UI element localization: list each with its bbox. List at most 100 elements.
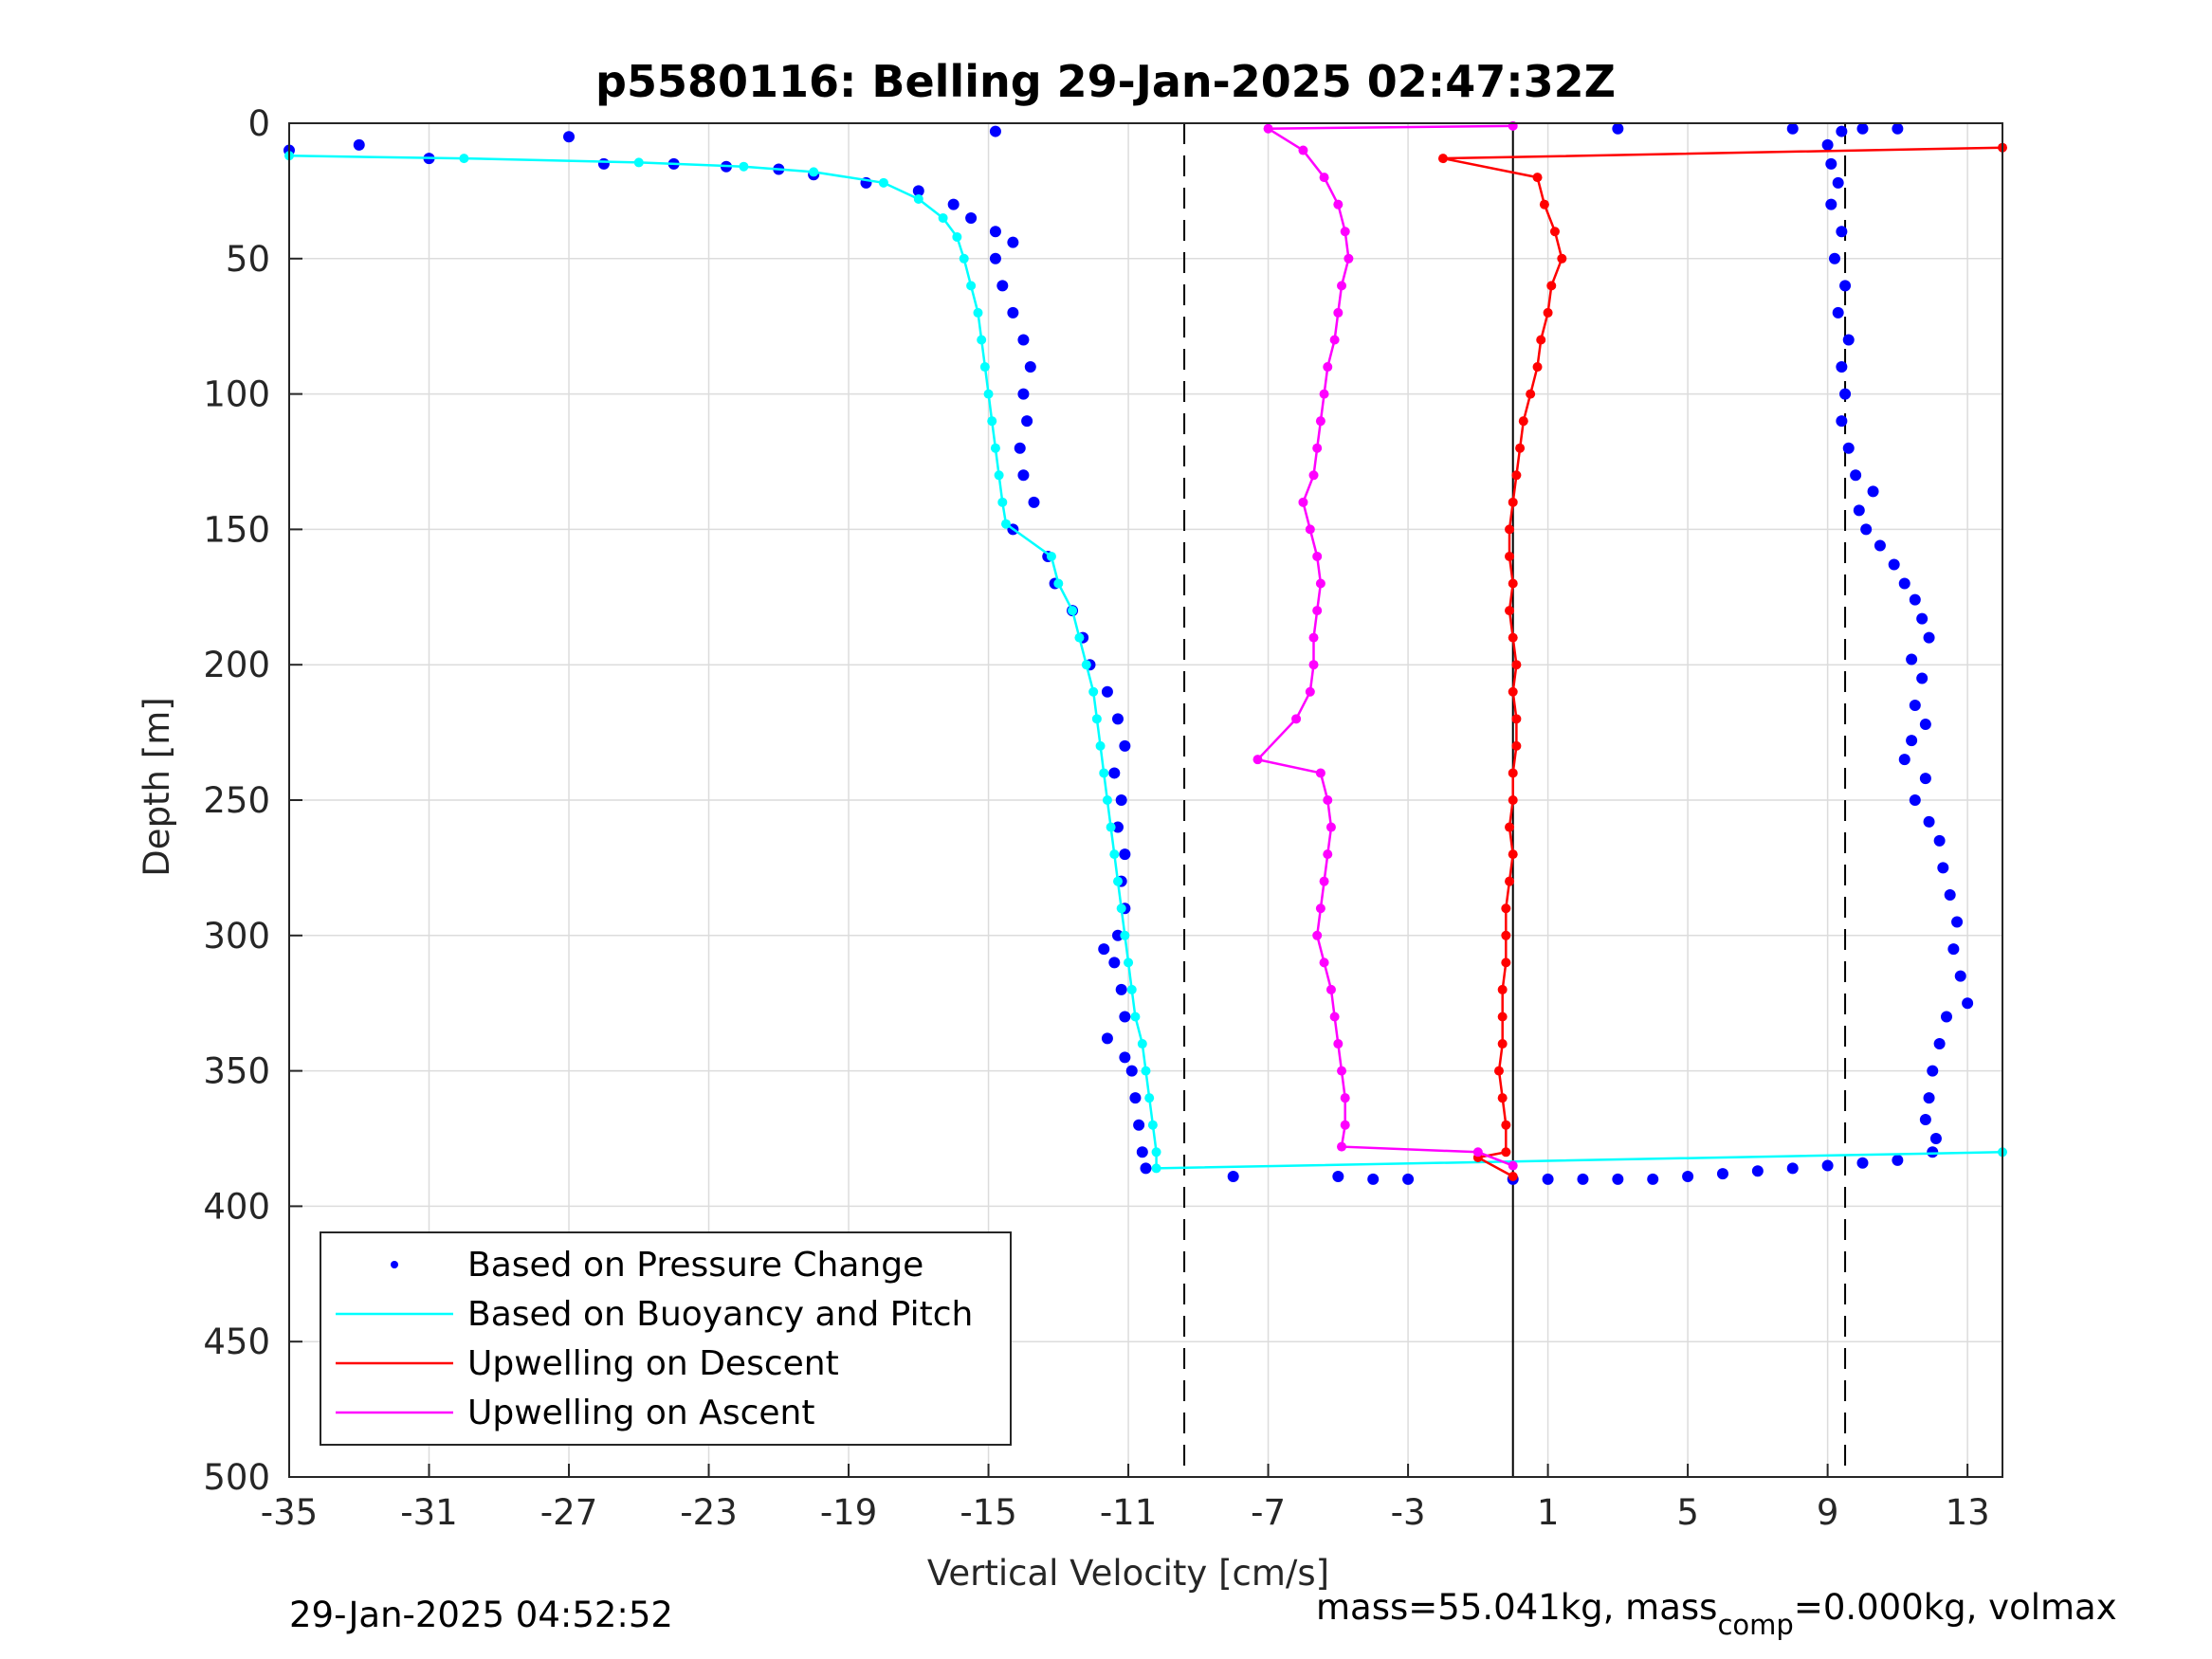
data-point [1332,1170,1344,1182]
data-point [913,193,923,204]
data-point [1860,523,1873,536]
data-point [1315,768,1325,778]
data-point [1319,876,1329,886]
data-point [1916,672,1929,684]
data-point [1319,957,1329,968]
data-point [1536,335,1546,345]
data-point [1501,930,1511,940]
data-point [1319,173,1329,183]
data-point [1505,822,1515,832]
data-point [1716,1168,1728,1180]
data-point [1508,578,1518,589]
data-point [1111,929,1124,941]
data-point [1539,199,1549,210]
data-point [1508,497,1518,507]
data-point [1836,125,1848,137]
data-point [996,280,1009,292]
data-point [1832,176,1844,189]
data-point [989,125,1001,137]
data-point [1108,957,1121,969]
x-tick-label: 9 [1817,1492,1839,1533]
data-point [1144,1093,1155,1103]
data-point [1927,1146,1939,1158]
data-point [1323,849,1333,860]
data-point [952,231,962,242]
data-point [1101,1032,1113,1045]
data-point [1133,1119,1145,1131]
data-point [1497,1093,1508,1103]
data-point [1836,361,1848,374]
data-point [1340,1120,1350,1130]
data-point [563,131,576,143]
data-point [1825,198,1837,210]
data-point [1108,767,1121,779]
data-point [1923,631,1935,644]
data-point [1786,122,1799,135]
data-point [1111,713,1124,725]
data-point [1021,415,1033,428]
data-point [1909,794,1921,806]
series-based-on-pressure-change [283,122,1974,1185]
data-point [1501,1120,1511,1130]
mass-prefix: mass=55.041kg, mass [1316,1587,1717,1628]
data-point [1511,714,1522,724]
y-tick-label: 450 [203,1322,270,1362]
series-based-on-buoyancy-and-pitch [284,151,2007,1174]
data-point [1099,768,1109,778]
data-point [1532,362,1543,373]
data-point [1017,388,1030,400]
data-point [1916,612,1929,625]
data-point [947,198,960,210]
data-point [1839,280,1852,292]
data-point [1137,1039,1147,1049]
data-point [1333,307,1344,318]
data-point [1825,157,1837,170]
data-point [1505,606,1515,616]
data-point [1007,306,1019,319]
data-point [1836,226,1848,238]
data-point [1333,1039,1344,1049]
data-point [353,138,365,151]
data-point [1130,1012,1141,1022]
data-point [1472,1147,1483,1158]
data-point [1508,1160,1518,1171]
data-point [597,157,610,170]
data-point [1850,469,1862,482]
data-point [1543,307,1553,318]
mass-subscript: comp [1717,1609,1793,1641]
data-point [1505,876,1515,886]
data-point [1501,1147,1511,1158]
x-tick-label: -35 [261,1492,318,1533]
data-point [1549,227,1560,237]
x-tick-label: 1 [1537,1492,1560,1533]
data-point [1493,1066,1504,1076]
data-point [1298,145,1308,155]
data-point [1933,834,1946,847]
data-point [1329,335,1340,345]
y-tick-label: 500 [203,1457,270,1498]
data-point [1120,930,1130,940]
data-point [1518,416,1528,427]
data-point [1923,1092,1935,1104]
data-point [1337,281,1347,291]
data-point [1511,740,1522,751]
data-point [1102,795,1112,805]
data-point [1505,551,1515,561]
data-point [1951,916,1964,928]
data-point [977,335,987,345]
data-point [1337,1066,1347,1076]
y-tick-label: 400 [203,1186,270,1227]
data-point [1115,983,1127,995]
y-tick-label: 100 [203,374,270,415]
data-point [1853,504,1865,517]
data-point [1074,632,1085,643]
data-point [1305,686,1315,697]
y-tick-label: 350 [203,1051,270,1092]
legend-entry-label: Upwelling on Descent [467,1344,839,1383]
data-point [1323,362,1333,373]
x-tick-label: -7 [1251,1492,1286,1533]
data-point [1024,361,1036,374]
data-point [1898,754,1910,766]
y-tick-label: 150 [203,509,270,550]
